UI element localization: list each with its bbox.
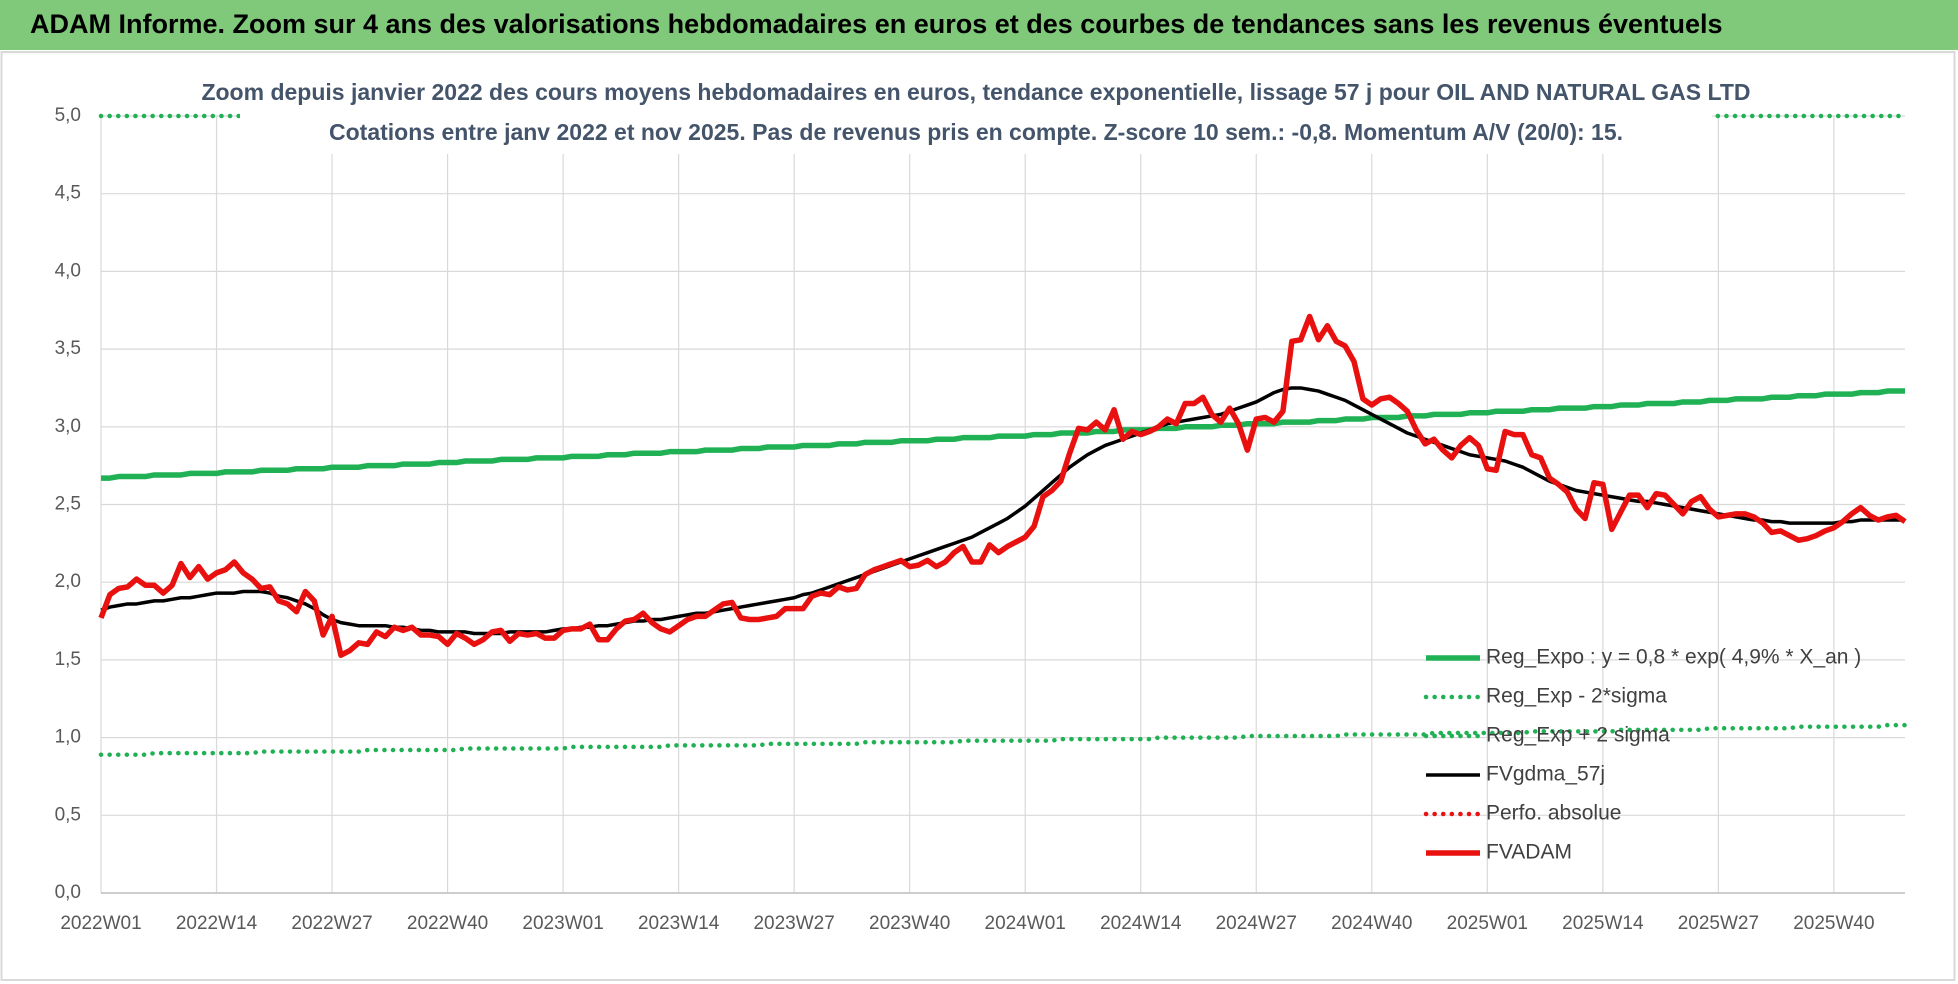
header-bar	[0, 0, 1958, 50]
x-tick-label: 2022W27	[291, 913, 372, 934]
chart-title: ADAM Informe. Zoom sur 4 ans des valoris…	[30, 9, 1723, 39]
x-tick-label: 2025W14	[1562, 913, 1644, 934]
y-tick-label: 1,0	[55, 727, 81, 748]
y-tick-label: 3,5	[55, 338, 81, 359]
series-line	[101, 388, 1905, 481]
y-tick-label: 0,0	[55, 882, 81, 903]
legend-label: Reg_Exp - 2*sigma	[1486, 685, 1667, 708]
x-tick-label: 2024W40	[1331, 913, 1412, 934]
y-tick-label: 4,0	[55, 260, 81, 281]
y-tick-label: 3,0	[55, 416, 81, 437]
y-tick-label: 0,5	[55, 804, 81, 825]
x-tick-label: 2025W01	[1447, 913, 1528, 934]
x-tick-label: 2024W01	[985, 913, 1066, 934]
legend: Reg_Expo : y = 0,8 * exp( 4,9% * X_an ) R…	[1423, 646, 1861, 864]
subtitle-background	[240, 76, 1712, 154]
subtitle: Cotations entre janv 2022 et nov 2025. P…	[329, 119, 1623, 145]
legend-label: FVADAM	[1486, 841, 1572, 864]
chart-frame	[0, 51, 1956, 981]
legend-label: Reg_Exp + 2 sigma	[1486, 724, 1670, 747]
x-tick-label: 2023W40	[869, 913, 950, 934]
series-line	[98, 313, 1907, 658]
legend-label: FVgdma_57j	[1486, 763, 1605, 786]
x-tick-label: 2023W14	[638, 913, 720, 934]
y-tick-label: 2,5	[55, 494, 81, 515]
y-tick-label: 4,5	[55, 183, 81, 204]
y-tick-label: 5,0	[55, 105, 81, 126]
y-tick-label: 2,0	[55, 571, 81, 592]
x-tick-label: 2024W14	[1100, 913, 1182, 934]
series-line	[100, 386, 1905, 636]
x-tick-label: 2022W14	[176, 913, 258, 934]
y-tick-label: 1,5	[55, 649, 81, 670]
series-line	[98, 722, 1908, 757]
x-tick-label: 2023W27	[753, 913, 834, 934]
x-tick-label: 2025W27	[1678, 913, 1759, 934]
x-tick-label: 2024W27	[1216, 913, 1297, 934]
legend-label: Perfo. absolue	[1486, 802, 1621, 825]
x-tick-label: 2025W40	[1793, 913, 1874, 934]
x-tick-label: 2022W40	[407, 913, 488, 934]
subtitle: Zoom depuis janvier 2022 des cours moyen…	[201, 79, 1750, 105]
plot-area: 0,0 0,5 1,0 1,5 2,0 2,5 3,0 3,5 4,0 4,5 5,0 2022W01…	[55, 105, 1908, 934]
x-tick-label: 2022W01	[60, 913, 141, 934]
legend-label: Reg_Expo : y = 0,8 * exp( 4,9% * X_an )	[1486, 646, 1861, 669]
x-tick-label: 2023W01	[522, 913, 603, 934]
